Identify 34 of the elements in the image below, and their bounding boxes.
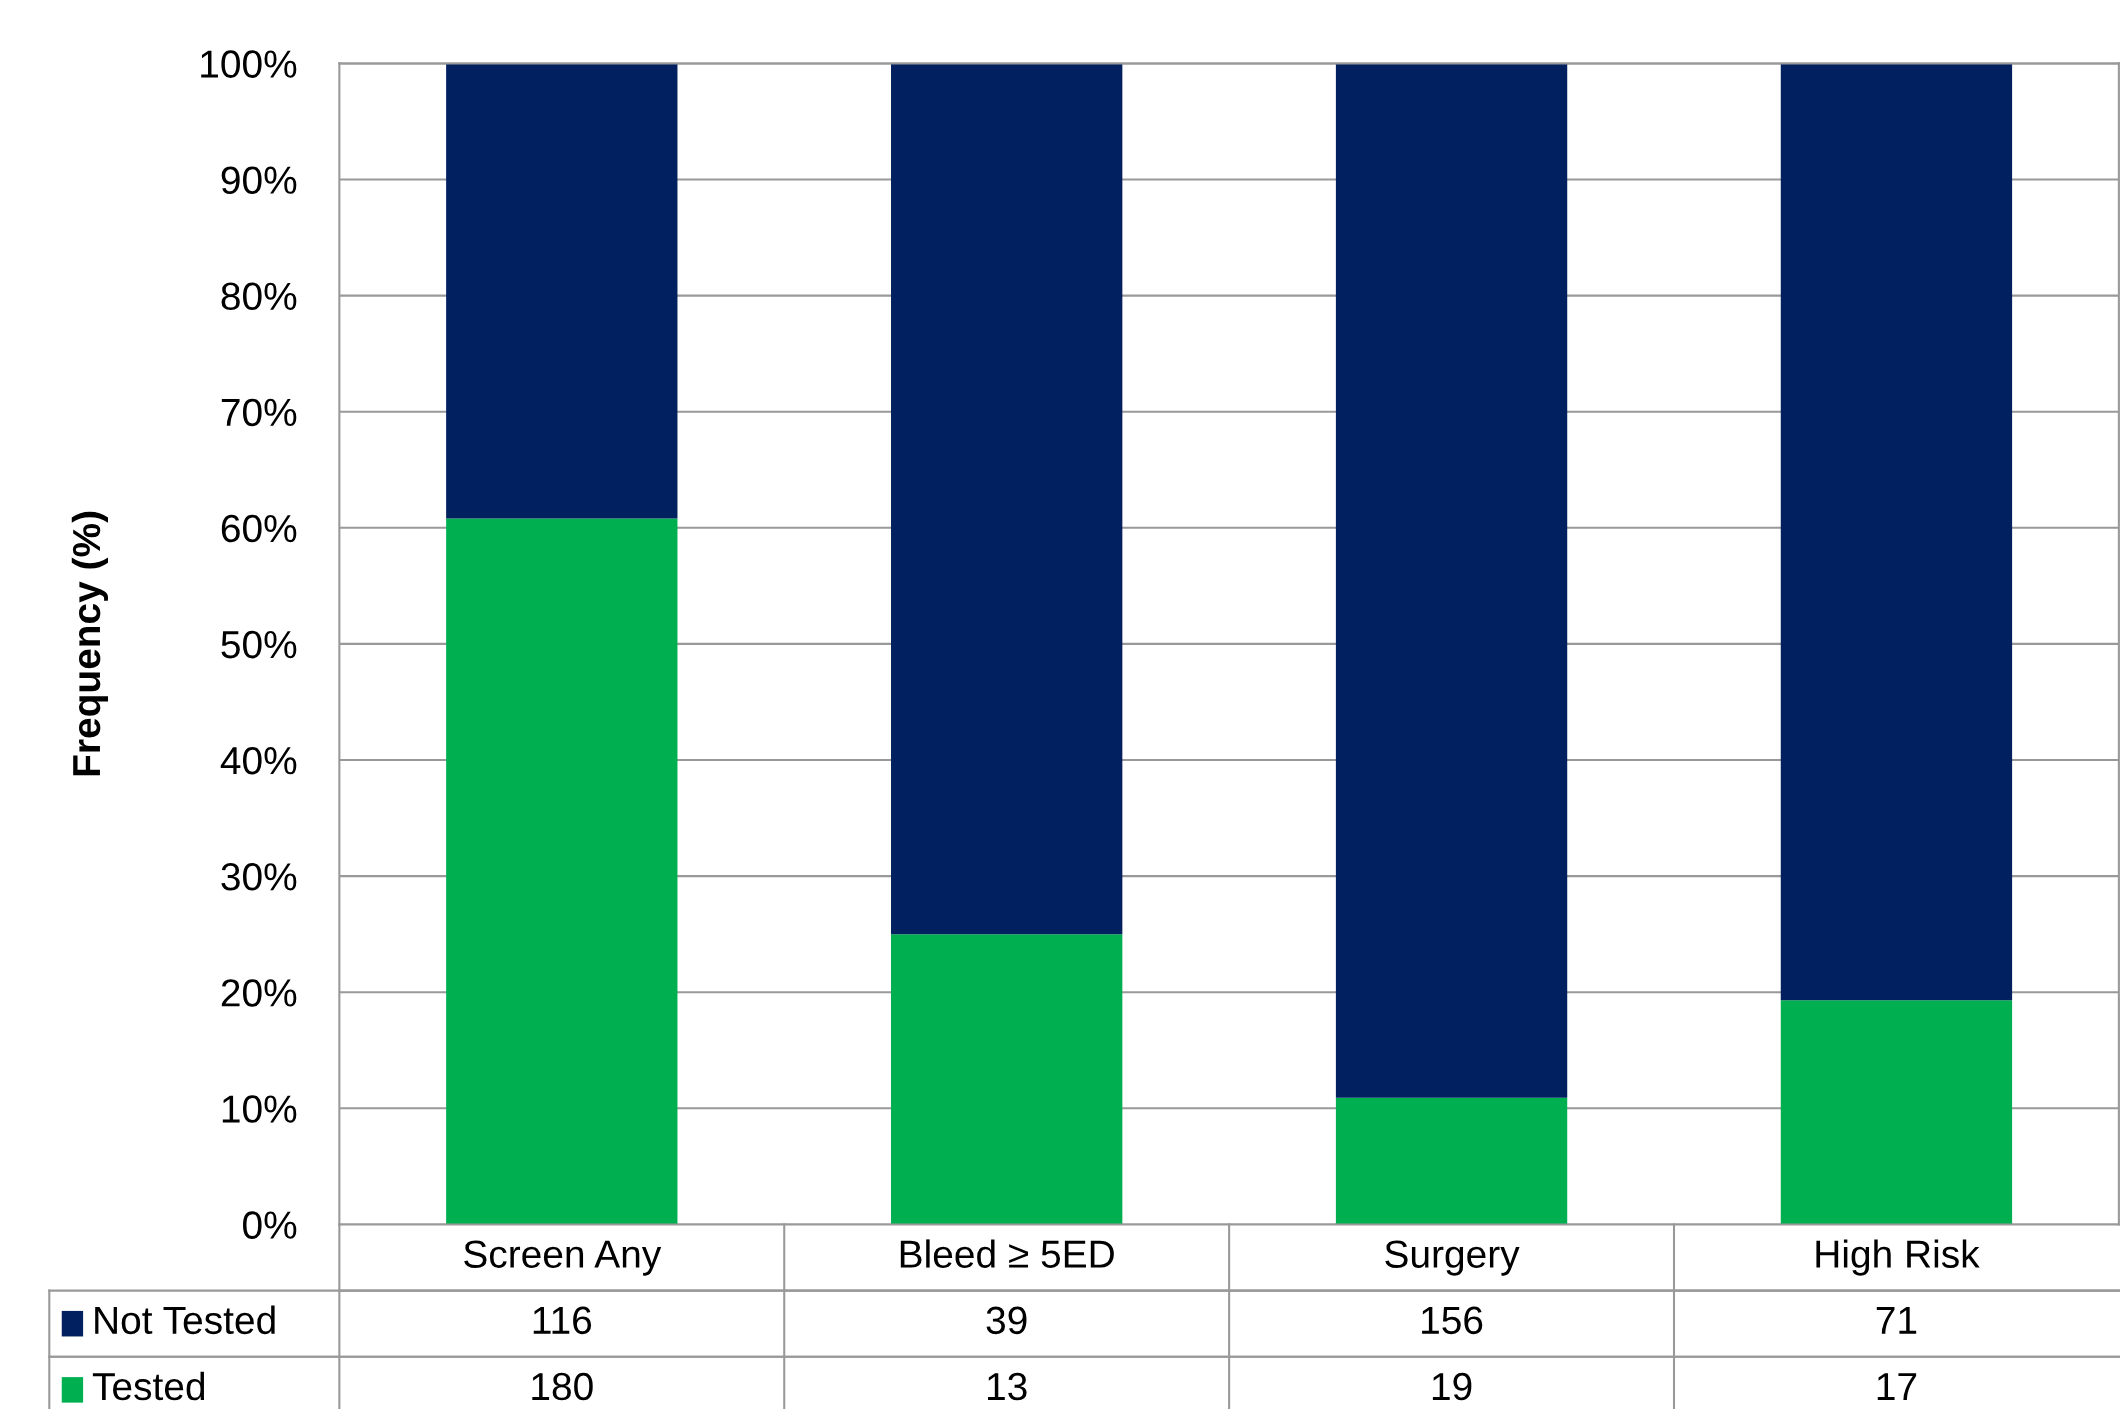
bar [446, 63, 678, 519]
x-tick-label: Bleed ≥ 5ED [900, 1239, 1114, 1268]
y-axis-title: Frequency (%) [71, 511, 109, 776]
bar [1780, 63, 2013, 1001]
x-tick-label: High Risk [1816, 1239, 1980, 1276]
text: 116 [533, 1306, 592, 1335]
text: 180 [532, 1372, 593, 1401]
text: 19 [1432, 1372, 1472, 1401]
y-tick-label: 40% [220, 746, 297, 775]
y-tick-label: 20% [221, 979, 297, 1007]
text: 156 [1422, 1306, 1483, 1335]
y-tick-label: 30% [221, 863, 297, 891]
y-tick-label: 70% [221, 398, 297, 427]
bar [1335, 1097, 1568, 1225]
bar [1335, 63, 1568, 1098]
x-tick-label: Screen Any [464, 1240, 662, 1276]
bar [891, 63, 1123, 935]
bar [891, 934, 1123, 1225]
y-tick-label: 80% [221, 282, 297, 311]
text: 17 [1877, 1373, 1917, 1400]
y-tick-label: 100% [201, 50, 297, 78]
bar [1780, 1000, 2013, 1225]
text: 39 [986, 1306, 1027, 1335]
bar [446, 518, 678, 1225]
y-tick-label: 0% [243, 1211, 297, 1239]
text: 13 [988, 1372, 1027, 1401]
y-tick-label: 60% [221, 514, 297, 543]
y-tick-label: 90% [221, 166, 297, 194]
legend-label: Not Tested [95, 1305, 275, 1335]
y-tick-label: 50% [221, 630, 297, 659]
legend-label: Tested [92, 1371, 205, 1401]
text: 71 [1876, 1306, 1917, 1334]
y-tick-label: 10% [222, 1095, 297, 1123]
x-tick-label: Surgery [1385, 1240, 1520, 1276]
